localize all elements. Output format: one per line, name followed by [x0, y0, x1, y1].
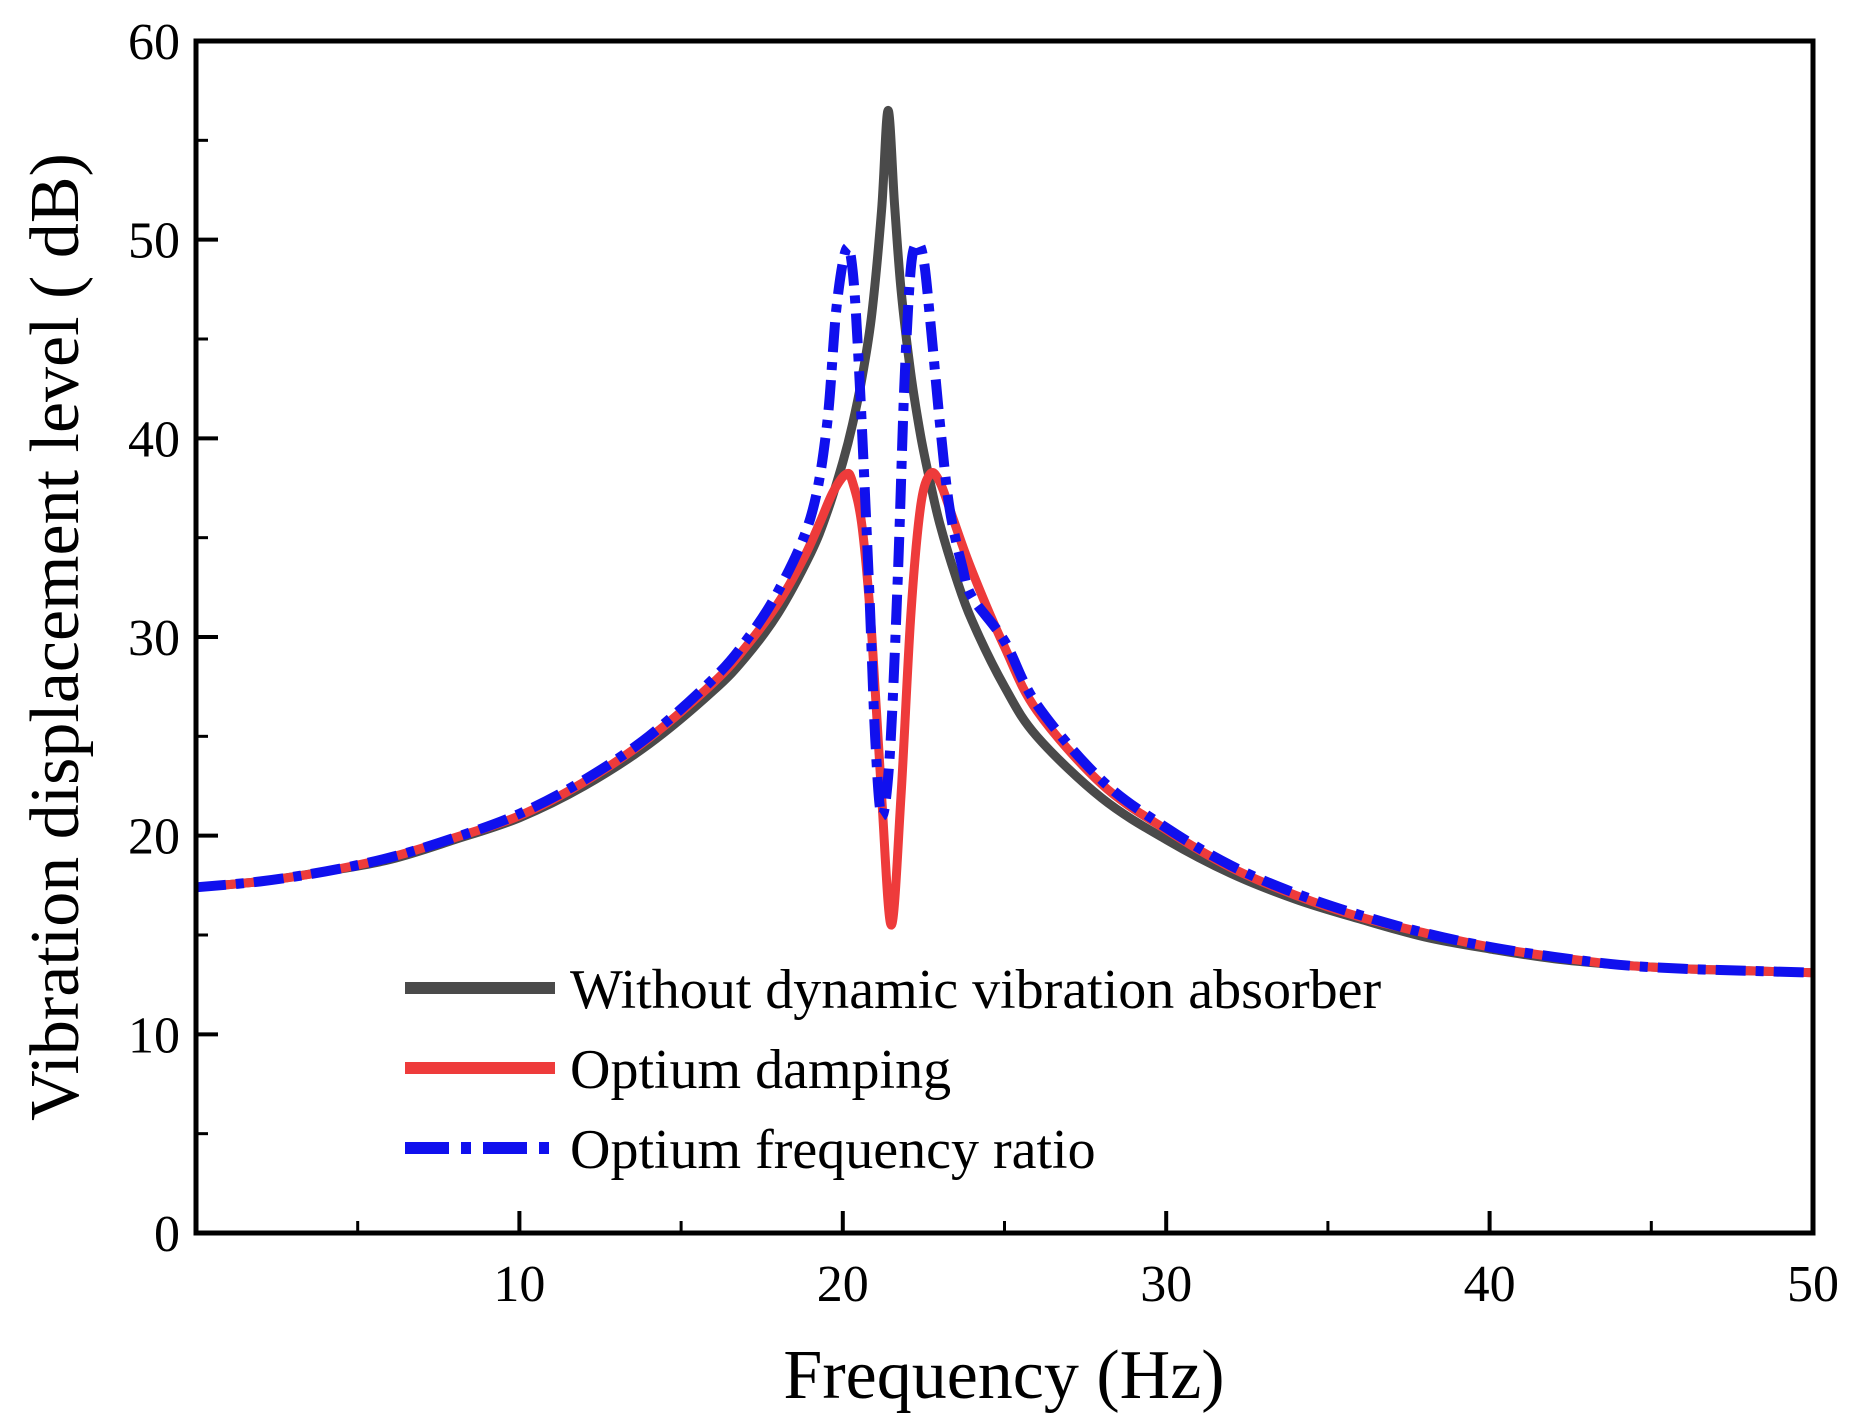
x-tick-label: 10 [493, 1256, 545, 1313]
y-tick-label: 50 [128, 213, 180, 270]
y-tick-label: 10 [128, 1007, 180, 1064]
x-axis-title: Frequency (Hz) [783, 1337, 1224, 1414]
y-tick-label: 20 [128, 809, 180, 866]
x-tick-label: 40 [1464, 1256, 1516, 1313]
x-tick-label: 30 [1140, 1256, 1192, 1313]
y-tick-label: 40 [128, 411, 180, 468]
y-tick-label: 30 [128, 610, 180, 667]
y-tick-label: 0 [154, 1206, 180, 1263]
x-tick-label: 20 [817, 1256, 869, 1313]
legend-label-optium-frequency-ratio: Optium frequency ratio [570, 1119, 1096, 1181]
y-tick-label: 60 [128, 14, 180, 71]
legend-label-without-absorber: Without dynamic vibration absorber [570, 959, 1381, 1021]
legend: Without dynamic vibration absorber Optiu… [405, 959, 1381, 1181]
y-axis-title: Vibration displacement level ( dB) [17, 153, 94, 1121]
series-line-optium-frequency-ratio [195, 238, 1814, 978]
series-layer [195, 105, 1814, 978]
tick-labels-layer: 10 20 30 40 50 0 10 20 30 40 50 60 [128, 14, 1839, 1313]
plot-frame [193, 38, 1816, 1236]
x-tick-label: 50 [1787, 1256, 1839, 1313]
legend-label-optium-damping: Optium damping [570, 1039, 951, 1101]
